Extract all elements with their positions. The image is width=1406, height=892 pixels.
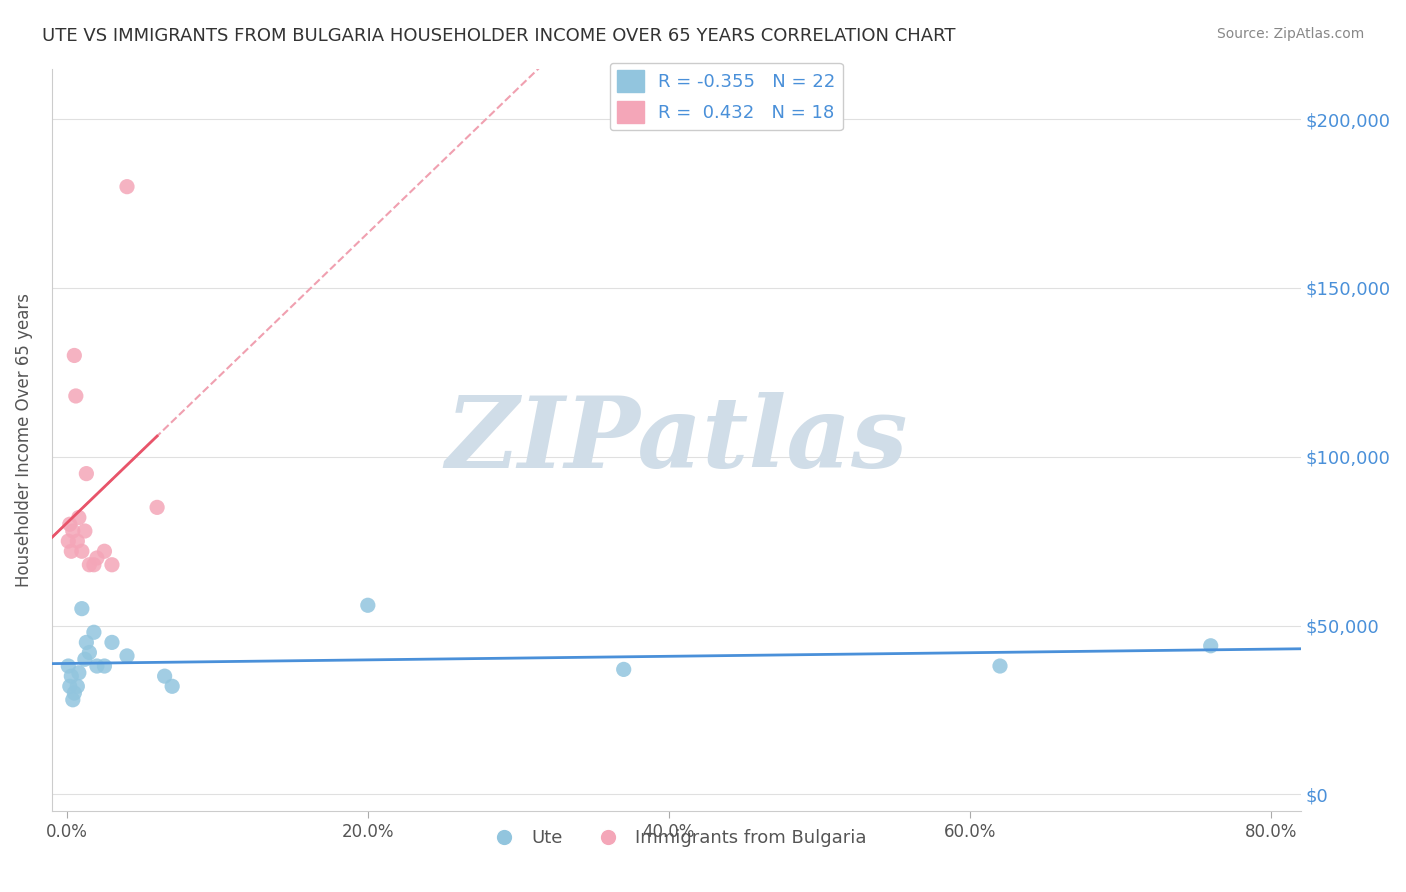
Point	[63, 348, 86, 362]
Point	[613, 662, 636, 676]
Point	[73, 524, 96, 538]
Point	[59, 679, 82, 693]
Point	[160, 679, 183, 693]
Point	[66, 679, 89, 693]
Point	[62, 693, 84, 707]
Point	[75, 635, 97, 649]
Point	[67, 665, 90, 680]
Point	[86, 551, 108, 566]
Point	[93, 659, 115, 673]
Point	[60, 544, 83, 558]
Text: UTE VS IMMIGRANTS FROM BULGARIA HOUSEHOLDER INCOME OVER 65 YEARS CORRELATION CHA: UTE VS IMMIGRANTS FROM BULGARIA HOUSEHOL…	[42, 27, 956, 45]
Point	[66, 534, 89, 549]
Point	[101, 558, 124, 572]
Point	[93, 544, 115, 558]
Point	[101, 635, 124, 649]
Point	[115, 179, 138, 194]
Point	[79, 646, 101, 660]
Point	[86, 659, 108, 673]
Point	[146, 500, 169, 515]
Point	[70, 544, 93, 558]
Point	[63, 686, 86, 700]
Point	[988, 659, 1011, 673]
Point	[70, 601, 93, 615]
Point	[1199, 639, 1222, 653]
Point	[153, 669, 176, 683]
Point	[115, 648, 138, 663]
Point	[83, 625, 105, 640]
Point	[79, 558, 101, 572]
Point	[65, 389, 87, 403]
Point	[73, 652, 96, 666]
Point	[62, 524, 84, 538]
Point	[67, 510, 90, 524]
Legend: Ute, Immigrants from Bulgaria: Ute, Immigrants from Bulgaria	[479, 822, 873, 855]
Point	[60, 669, 83, 683]
Point	[58, 659, 80, 673]
Point	[58, 534, 80, 549]
Point	[59, 517, 82, 532]
Point	[357, 599, 380, 613]
Point	[75, 467, 97, 481]
Text: Source: ZipAtlas.com: Source: ZipAtlas.com	[1216, 27, 1364, 41]
Text: ZIPatlas: ZIPatlas	[446, 392, 907, 488]
Y-axis label: Householder Income Over 65 years: Householder Income Over 65 years	[15, 293, 32, 587]
Point	[83, 558, 105, 572]
